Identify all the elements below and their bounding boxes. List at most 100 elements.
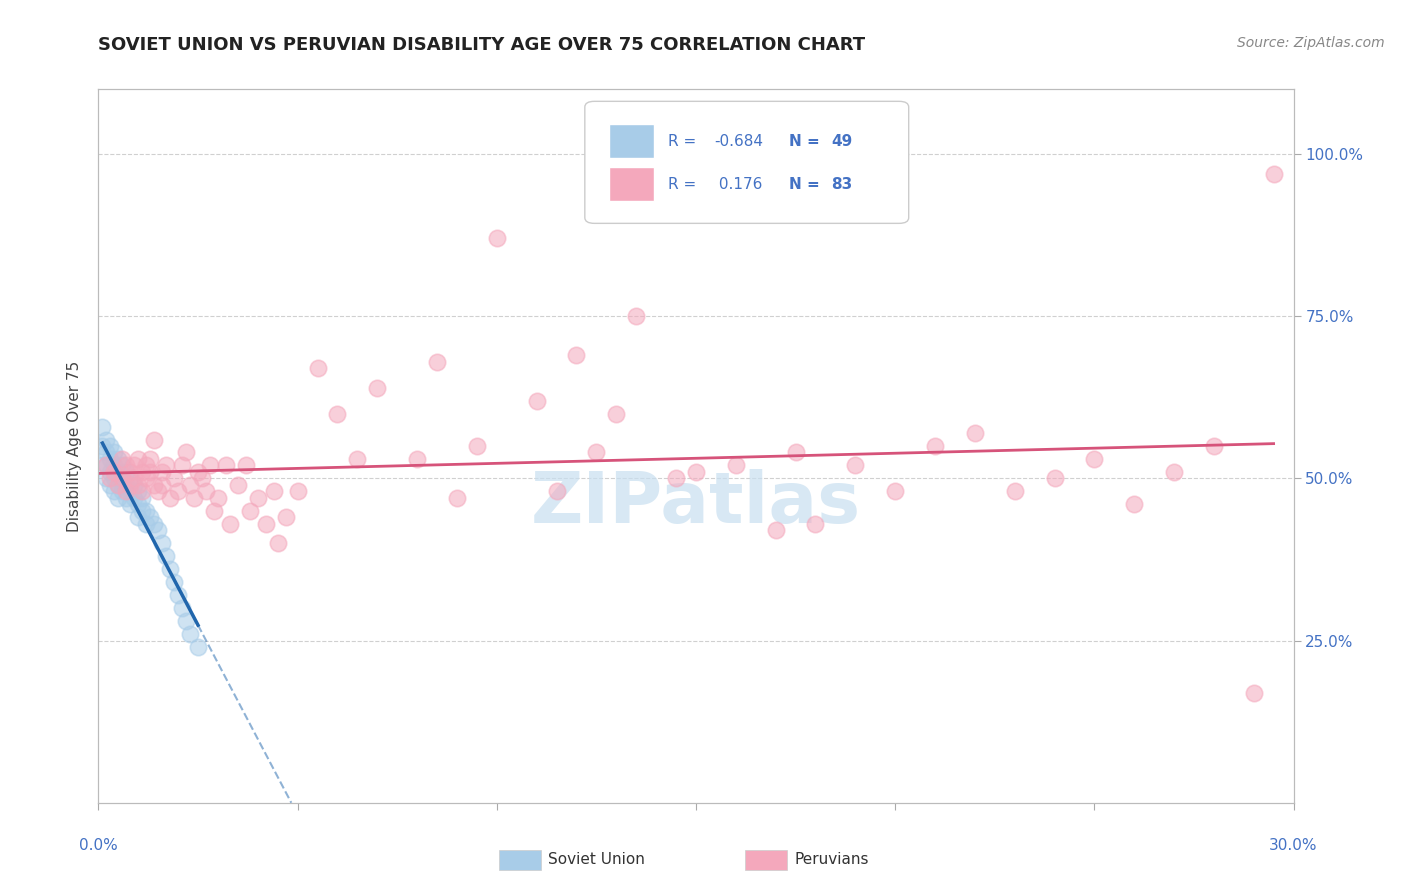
Point xyxy=(120,465,142,479)
Point xyxy=(426,354,449,368)
Point xyxy=(139,465,162,479)
Point xyxy=(884,484,907,499)
Point xyxy=(111,452,134,467)
Point xyxy=(546,484,568,499)
Point xyxy=(131,484,153,499)
Point xyxy=(307,361,329,376)
Point xyxy=(107,491,129,505)
Point xyxy=(103,465,125,479)
Point xyxy=(665,471,688,485)
Point xyxy=(120,484,142,499)
Point xyxy=(585,445,607,459)
Point xyxy=(115,484,138,499)
Point xyxy=(159,491,181,505)
Point xyxy=(96,433,118,447)
Point xyxy=(235,458,257,473)
Point xyxy=(167,588,190,602)
Y-axis label: Disability Age Over 75: Disability Age Over 75 xyxy=(67,360,83,532)
Point xyxy=(143,516,166,531)
Point xyxy=(263,484,285,499)
FancyBboxPatch shape xyxy=(585,102,908,223)
Point xyxy=(198,458,221,473)
Point xyxy=(100,452,122,467)
Point xyxy=(1243,685,1265,699)
Point xyxy=(91,458,114,473)
Point xyxy=(174,445,197,459)
Point xyxy=(765,524,787,538)
Point xyxy=(202,504,225,518)
Point xyxy=(91,439,114,453)
Text: SOVIET UNION VS PERUVIAN DISABILITY AGE OVER 75 CORRELATION CHART: SOVIET UNION VS PERUVIAN DISABILITY AGE … xyxy=(98,36,866,54)
Point xyxy=(1083,452,1105,467)
Point xyxy=(127,497,149,511)
Point xyxy=(172,458,194,473)
Point xyxy=(124,458,146,473)
Point xyxy=(100,478,122,492)
Point xyxy=(120,497,142,511)
Point xyxy=(115,491,138,505)
Point xyxy=(179,478,201,492)
Text: 0.0%: 0.0% xyxy=(79,838,118,854)
Point xyxy=(163,575,186,590)
Point xyxy=(195,484,218,499)
Point xyxy=(626,310,648,324)
Text: Soviet Union: Soviet Union xyxy=(548,853,645,867)
Point xyxy=(246,491,269,505)
Point xyxy=(267,536,290,550)
Point xyxy=(183,491,205,505)
Point xyxy=(155,458,177,473)
Point xyxy=(96,445,118,459)
Point xyxy=(844,458,866,473)
Point xyxy=(215,458,238,473)
Point xyxy=(1043,471,1066,485)
Point xyxy=(143,478,166,492)
Point xyxy=(96,471,118,485)
Point xyxy=(111,471,134,485)
Point xyxy=(135,504,157,518)
Point xyxy=(127,510,149,524)
Point xyxy=(124,491,146,505)
Point xyxy=(366,381,388,395)
Point xyxy=(207,491,229,505)
Point xyxy=(179,627,201,641)
Text: Source: ZipAtlas.com: Source: ZipAtlas.com xyxy=(1237,36,1385,50)
Point xyxy=(924,439,946,453)
Point xyxy=(485,231,508,245)
Point xyxy=(139,452,162,467)
Point xyxy=(148,524,170,538)
Point xyxy=(111,458,134,473)
Point xyxy=(150,536,173,550)
Point xyxy=(1004,484,1026,499)
Point xyxy=(785,445,807,459)
Point xyxy=(107,452,129,467)
Point xyxy=(103,471,125,485)
Point xyxy=(226,478,249,492)
Point xyxy=(107,478,129,492)
Point xyxy=(685,465,707,479)
Point xyxy=(115,478,138,492)
Point xyxy=(254,516,277,531)
Point xyxy=(346,452,368,467)
Point xyxy=(724,458,747,473)
Point xyxy=(191,471,214,485)
Point xyxy=(174,614,197,628)
Point xyxy=(100,471,122,485)
Text: ZIPatlas: ZIPatlas xyxy=(531,468,860,538)
Point xyxy=(127,484,149,499)
Point xyxy=(91,419,114,434)
Point xyxy=(150,465,173,479)
Point xyxy=(124,471,146,485)
Point xyxy=(326,407,349,421)
Text: N =: N = xyxy=(789,134,825,149)
Point xyxy=(1263,167,1285,181)
Point xyxy=(804,516,827,531)
Point xyxy=(148,484,170,499)
Point xyxy=(219,516,242,531)
Point xyxy=(103,458,125,473)
Point xyxy=(446,491,468,505)
Point xyxy=(100,439,122,453)
Text: 83: 83 xyxy=(831,177,852,192)
Point xyxy=(1163,465,1185,479)
Text: 49: 49 xyxy=(831,134,852,149)
Text: R =: R = xyxy=(668,177,702,192)
